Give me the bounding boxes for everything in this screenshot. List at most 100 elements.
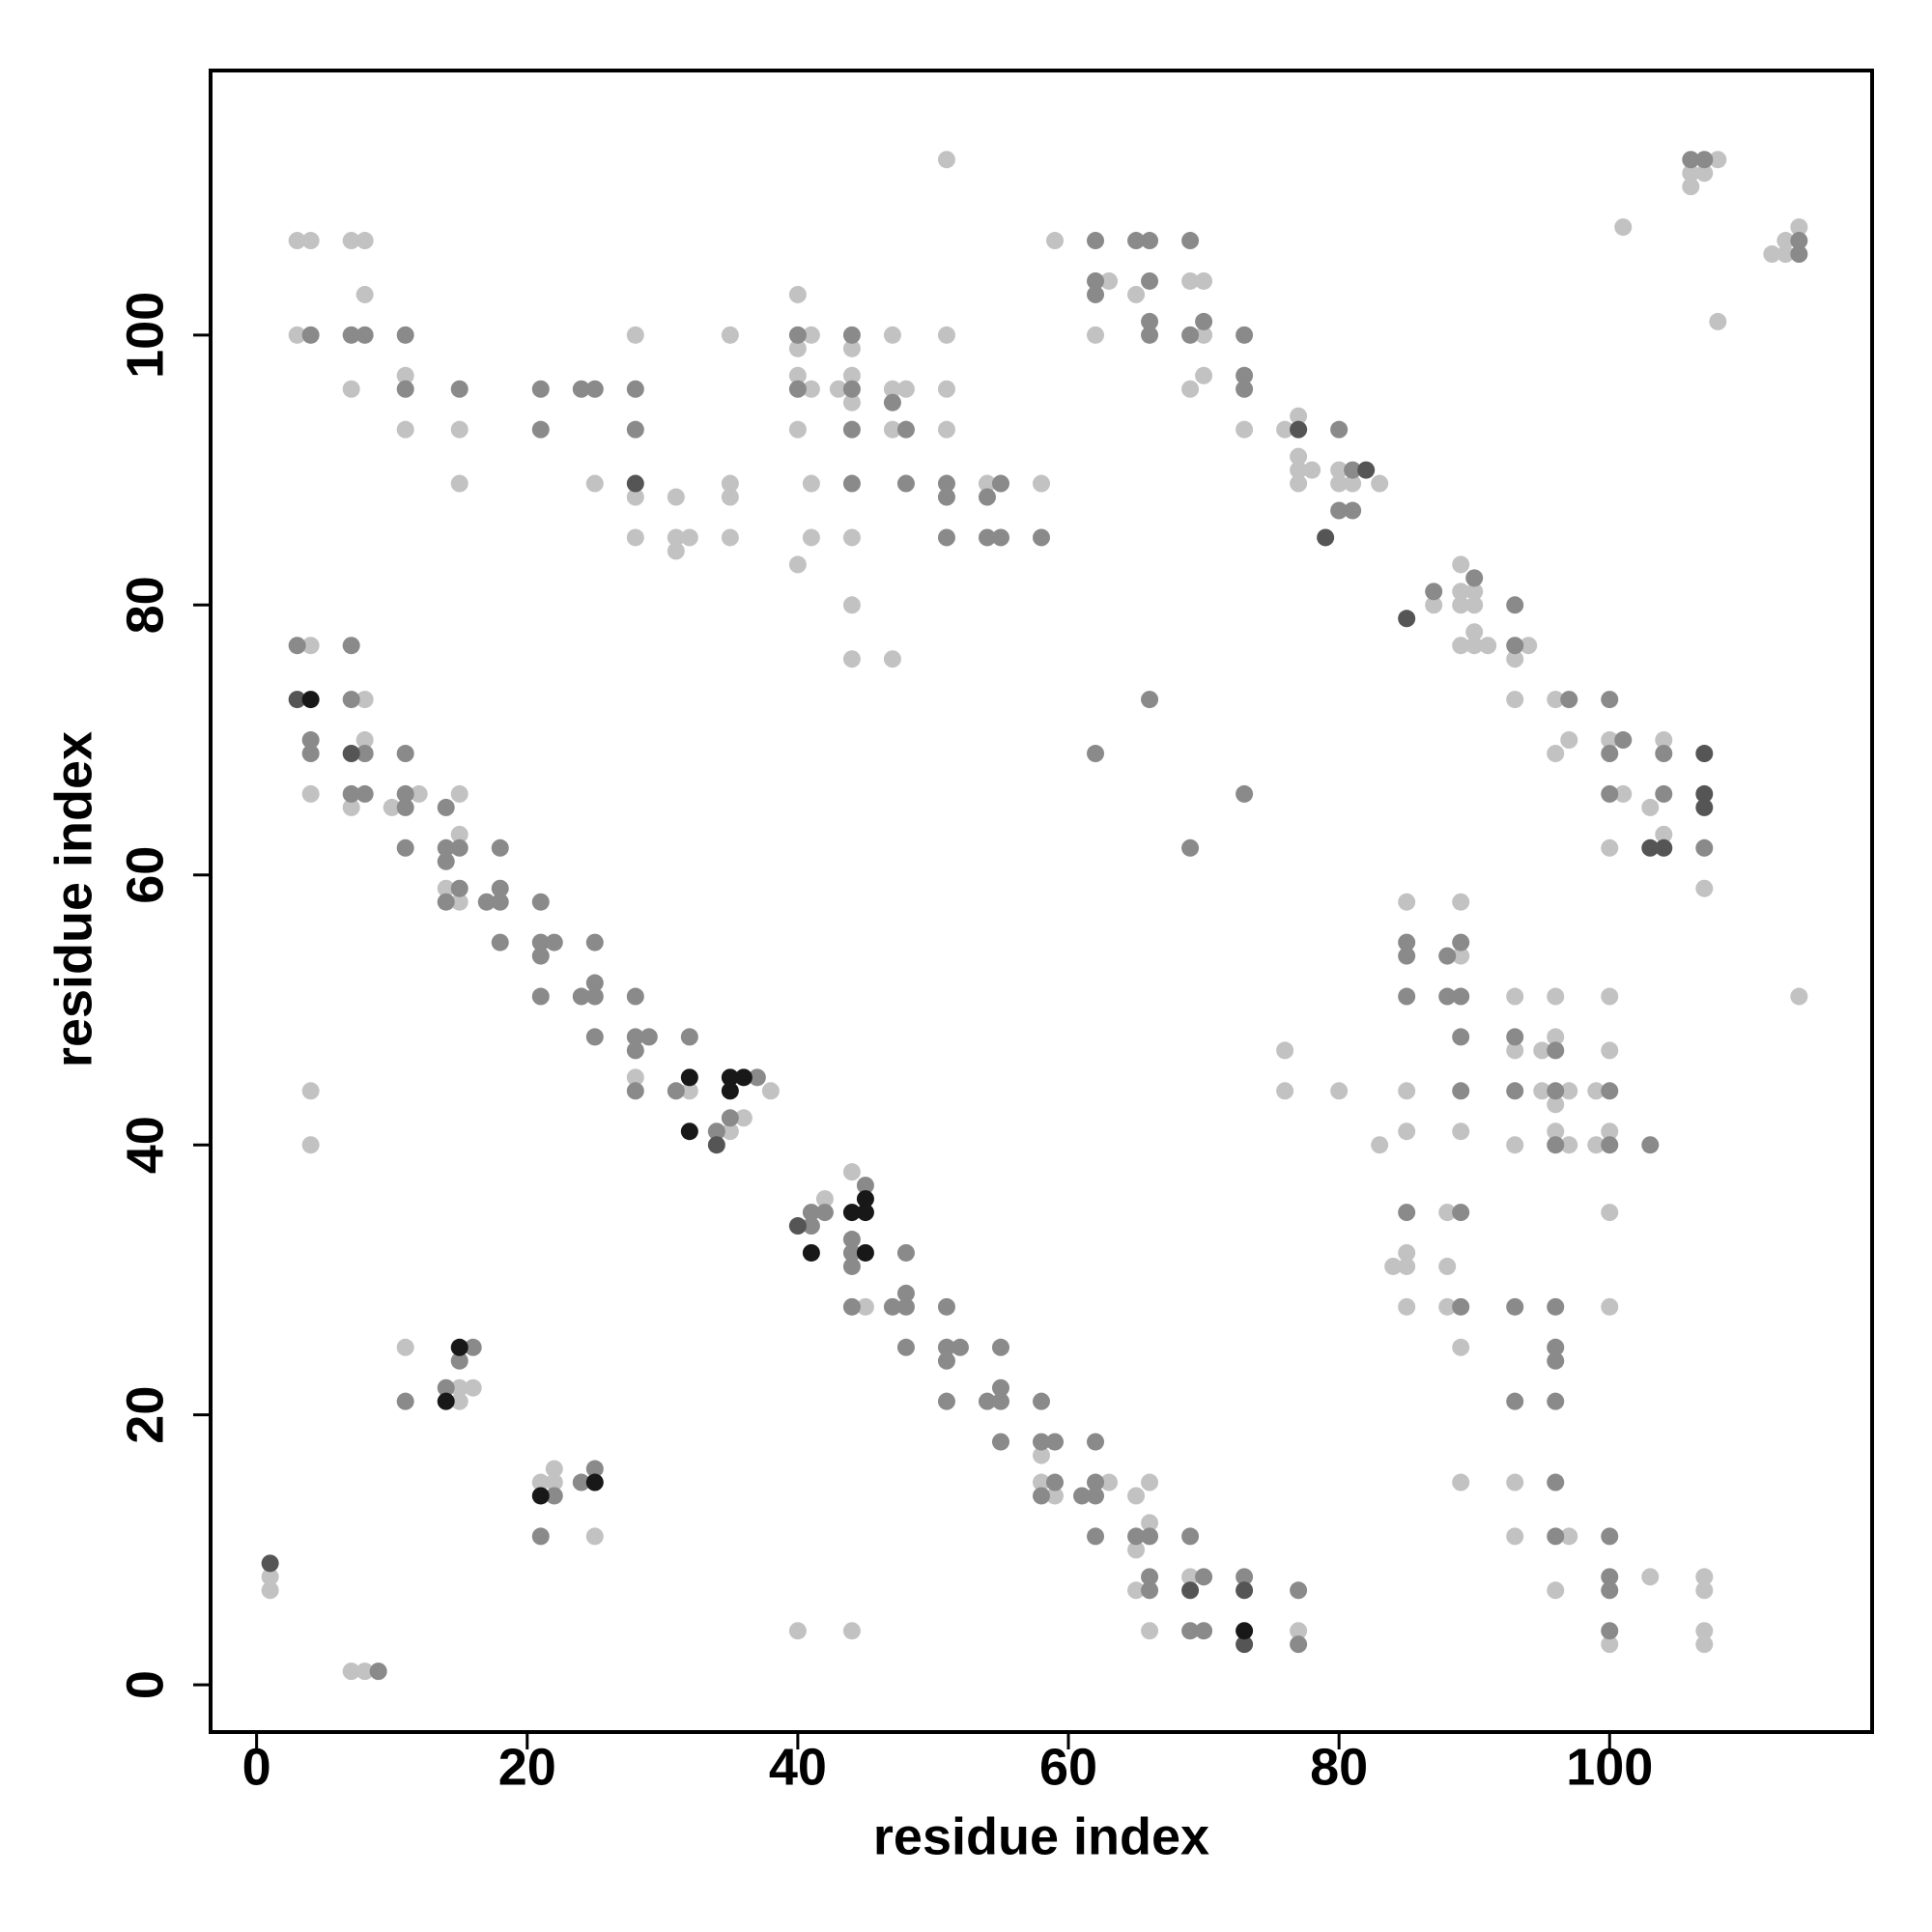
point (802, 1217, 820, 1236)
y-axis-label: residue index (44, 731, 102, 1067)
point (1330, 461, 1349, 479)
point (680, 528, 698, 547)
point (545, 1460, 563, 1478)
point (288, 637, 306, 655)
point (842, 339, 861, 357)
point (1763, 245, 1781, 264)
x-tick-label: 60 (1039, 1738, 1097, 1796)
point (1695, 879, 1714, 897)
point (1695, 1568, 1714, 1586)
point (585, 474, 604, 493)
point (829, 380, 847, 398)
point (937, 1338, 955, 1356)
point (1641, 798, 1660, 816)
point (342, 745, 360, 763)
point (1303, 461, 1321, 479)
point (396, 784, 414, 803)
point (1290, 461, 1308, 479)
point (856, 1177, 874, 1195)
point (680, 1082, 698, 1100)
point (883, 650, 901, 668)
point (1655, 825, 1673, 843)
point (896, 1297, 915, 1316)
point (1682, 178, 1700, 196)
point (788, 555, 807, 574)
point (883, 420, 901, 439)
point (531, 380, 550, 398)
point (896, 474, 915, 493)
point (1547, 1095, 1565, 1114)
point (842, 528, 861, 547)
point (1695, 784, 1714, 803)
point (1046, 232, 1065, 250)
point (1695, 1581, 1714, 1600)
point (1195, 326, 1213, 344)
point (531, 1527, 550, 1546)
point (1709, 312, 1727, 330)
point (1195, 1622, 1213, 1640)
point (1601, 1622, 1619, 1640)
point (842, 366, 861, 384)
point (261, 1554, 279, 1573)
point (842, 393, 861, 412)
point (937, 151, 955, 169)
point (1547, 1338, 1565, 1356)
point (937, 528, 955, 547)
point (1452, 555, 1470, 574)
point (1452, 1122, 1470, 1141)
point (1601, 1082, 1619, 1100)
point (1506, 1392, 1524, 1410)
point (802, 474, 820, 493)
point (1127, 285, 1146, 303)
point (355, 285, 374, 303)
point (896, 420, 915, 439)
point (545, 933, 563, 952)
point (1547, 1297, 1565, 1316)
point (626, 1068, 644, 1087)
point (1655, 731, 1673, 750)
point (450, 1338, 469, 1356)
point (477, 893, 496, 911)
point (1276, 420, 1294, 439)
point (1695, 798, 1714, 816)
point (1547, 1122, 1565, 1141)
point (1695, 1635, 1714, 1654)
point (1398, 893, 1416, 911)
point (1330, 420, 1349, 439)
point (802, 380, 820, 398)
point (1452, 1082, 1470, 1100)
point (842, 1204, 861, 1222)
point (1100, 1473, 1119, 1492)
point (1601, 1136, 1619, 1154)
point (1452, 933, 1470, 952)
point (788, 339, 807, 357)
point (1398, 1204, 1416, 1222)
point (531, 1473, 550, 1492)
x-tick-label: 0 (242, 1738, 271, 1796)
point (667, 488, 685, 506)
point (1601, 838, 1619, 857)
point (978, 488, 996, 506)
point (815, 1190, 834, 1208)
point (301, 637, 320, 655)
point (1790, 232, 1808, 250)
point (1290, 1635, 1308, 1654)
point (585, 974, 604, 992)
point (342, 1662, 360, 1681)
point (856, 1190, 874, 1208)
point (396, 745, 414, 763)
point (1438, 947, 1457, 965)
point (896, 380, 915, 398)
point (721, 326, 739, 344)
point (396, 380, 414, 398)
point (937, 1392, 955, 1410)
point (1046, 1473, 1065, 1492)
point (450, 838, 469, 857)
point (1141, 1514, 1159, 1532)
point (1127, 1541, 1146, 1559)
point (1046, 1487, 1065, 1505)
point (531, 893, 550, 911)
point (396, 420, 414, 439)
point (585, 380, 604, 398)
point (1465, 637, 1484, 655)
